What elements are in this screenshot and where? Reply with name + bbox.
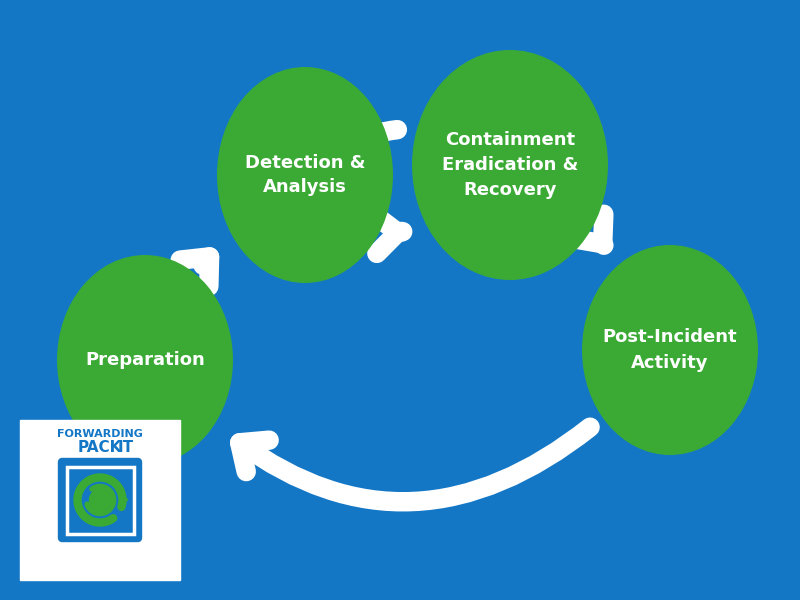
Text: Containment
Eradication &
Recovery: Containment Eradication & Recovery: [442, 131, 578, 199]
Text: PACK: PACK: [78, 440, 122, 455]
Ellipse shape: [57, 255, 233, 465]
Ellipse shape: [217, 67, 393, 283]
Text: Detection &
Analysis: Detection & Analysis: [245, 154, 366, 196]
FancyArrowPatch shape: [316, 130, 398, 165]
Text: Post-Incident
Activity: Post-Incident Activity: [602, 329, 738, 371]
FancyBboxPatch shape: [58, 458, 142, 541]
Ellipse shape: [582, 245, 758, 455]
FancyBboxPatch shape: [20, 420, 180, 580]
Text: FORWARDING: FORWARDING: [57, 429, 143, 439]
Ellipse shape: [412, 50, 608, 280]
FancyArrowPatch shape: [240, 427, 590, 502]
Text: Preparation: Preparation: [85, 351, 205, 369]
FancyArrowPatch shape: [180, 257, 210, 286]
FancyArrowPatch shape: [574, 214, 604, 245]
Text: IT: IT: [118, 440, 134, 455]
FancyArrowPatch shape: [374, 215, 403, 253]
Circle shape: [89, 489, 111, 511]
